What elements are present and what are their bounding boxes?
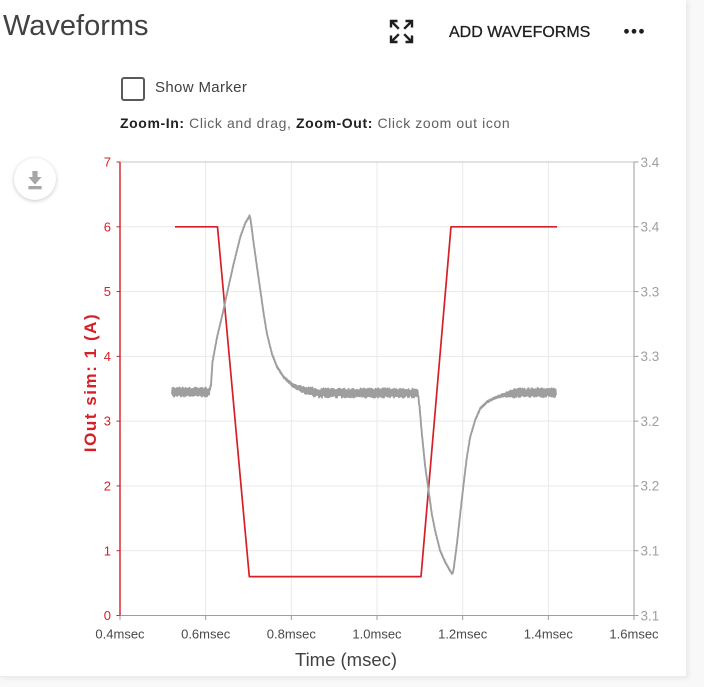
svg-text:1.6msec: 1.6msec — [609, 627, 659, 642]
svg-text:1: 1 — [104, 543, 111, 558]
svg-text:0.4msec: 0.4msec — [95, 627, 145, 642]
svg-text:1.2msec: 1.2msec — [438, 627, 488, 642]
svg-text:3: 3 — [104, 414, 111, 429]
svg-text:Time (msec): Time (msec) — [295, 649, 397, 670]
svg-text:3.1: 3.1 — [641, 608, 660, 623]
svg-text:2: 2 — [104, 479, 111, 494]
svg-text:3.4: 3.4 — [641, 220, 660, 235]
svg-text:4: 4 — [104, 349, 111, 364]
svg-text:3.2: 3.2 — [641, 414, 660, 429]
svg-text:7: 7 — [104, 155, 111, 170]
svg-text:3.1: 3.1 — [641, 544, 660, 559]
svg-text:IOut sim: 1 (A): IOut sim: 1 (A) — [81, 313, 100, 452]
svg-text:3.2: 3.2 — [641, 479, 660, 494]
svg-text:3.3: 3.3 — [641, 284, 660, 299]
svg-text:3.4: 3.4 — [641, 155, 660, 170]
svg-text:3.3: 3.3 — [641, 349, 660, 364]
svg-text:6: 6 — [104, 219, 111, 234]
svg-text:0.6msec: 0.6msec — [181, 627, 231, 642]
svg-text:1.0msec: 1.0msec — [352, 627, 402, 642]
svg-text:1.4msec: 1.4msec — [524, 627, 574, 642]
svg-text:0: 0 — [104, 608, 111, 623]
svg-text:5: 5 — [104, 284, 111, 299]
svg-text:0.8msec: 0.8msec — [267, 627, 317, 642]
